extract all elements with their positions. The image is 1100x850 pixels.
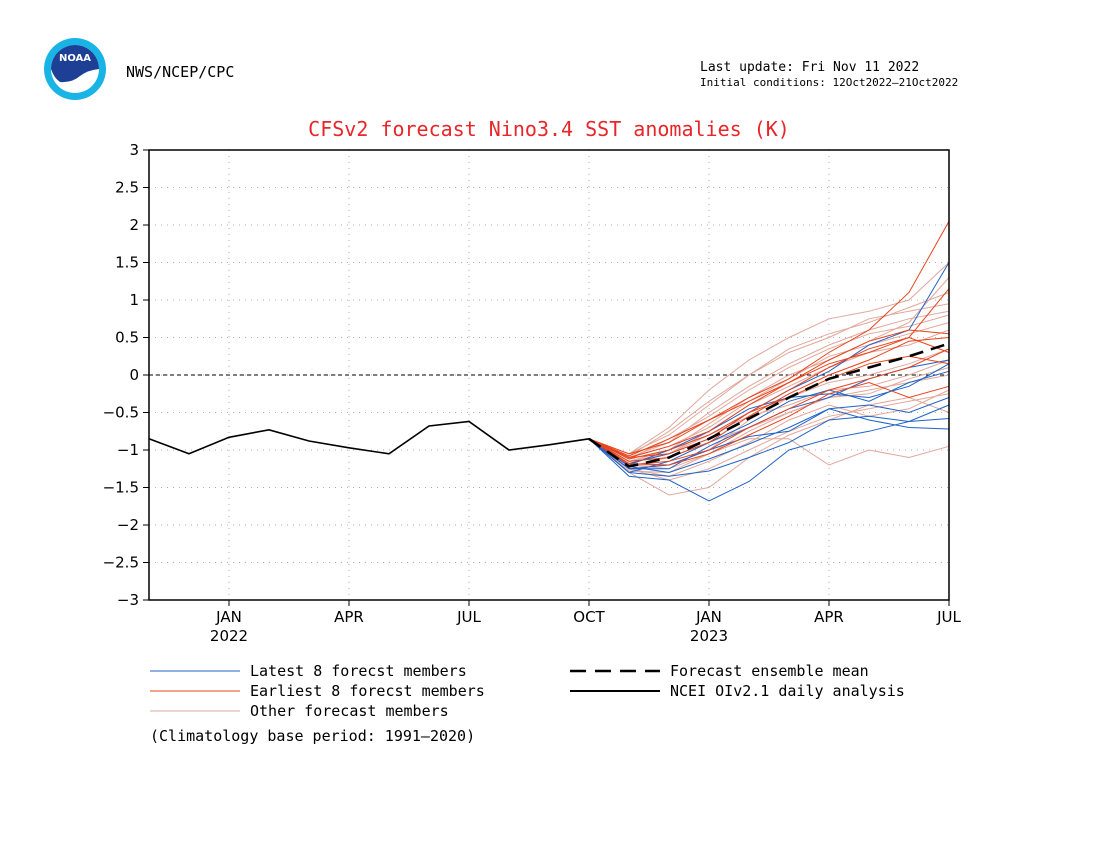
forecast-member-latest-line <box>588 262 950 465</box>
plot-frame <box>148 149 950 601</box>
y-tick-label: −1 <box>117 441 139 459</box>
climatology-footnote: (Climatology base period: 1991–2020) <box>150 727 475 745</box>
y-tick-label: −2 <box>117 516 139 534</box>
forecast-member-earliest-line <box>588 336 950 460</box>
y-tick-label: −1.5 <box>103 479 139 497</box>
x-tick-label: APR <box>334 608 364 626</box>
legend: Latest 8 forecst members Earliest 8 fore… <box>150 662 905 745</box>
y-tick-label: 3 <box>129 141 139 159</box>
last-update: Last update: Fri Nov 11 2022 <box>700 60 919 75</box>
forecast-members <box>148 221 950 502</box>
forecast-member-latest-line <box>588 404 950 502</box>
forecast-member-earliest-line <box>588 381 950 466</box>
ensemble-mean-line <box>588 342 950 468</box>
legend-label-observed: NCEI OIv2.1 daily analysis <box>670 682 905 700</box>
observed-analysis-line <box>148 420 590 455</box>
y-axis-ticks: 3 2.5 2 1.5 1 0.5 0 −0.5 −1 −1.5 −2 −2.5 −3 <box>103 141 149 609</box>
x-tick-label: JUL <box>936 608 961 626</box>
y-tick-label: −2.5 <box>103 554 139 572</box>
y-tick-label: 0.5 <box>115 329 139 347</box>
forecast-member-earliest-line <box>588 355 950 459</box>
chart-title: CFSv2 forecast Nino3.4 SST anomalies (K) <box>308 117 790 141</box>
noaa-logo-sky <box>51 45 99 83</box>
forecast-member-earliest-line <box>588 329 950 457</box>
forecast-member-other-line <box>588 396 950 496</box>
y-tick-label: 1 <box>129 291 139 309</box>
forecast-member-other-line <box>588 314 950 460</box>
x-tick-label: JUL <box>456 608 481 626</box>
y-tick-label: 2 <box>129 216 139 234</box>
forecast-member-earliest-line <box>588 337 950 462</box>
x-tick-year: 2023 <box>690 627 728 645</box>
y-tick-label: −0.5 <box>103 404 139 422</box>
x-tick-year: 2022 <box>210 627 248 645</box>
legend-label-earliest: Earliest 8 forecst members <box>250 682 485 700</box>
forecast-member-earliest-line <box>588 221 950 455</box>
forecast-member-latest-line <box>588 397 950 474</box>
x-tick-label: JAN <box>695 608 722 626</box>
forecast-member-other-line <box>588 262 950 455</box>
y-tick-label: −3 <box>117 591 139 609</box>
forecast-member-other-line <box>588 389 950 477</box>
forecast-member-other-line <box>588 367 950 474</box>
forecast-member-other-line <box>588 310 950 459</box>
x-tick-label: OCT <box>573 608 605 626</box>
y-tick-label: 1.5 <box>115 254 139 272</box>
forecast-member-other-line <box>588 329 950 465</box>
noaa-logo: NOAA <box>44 38 106 100</box>
y-tick-label: 0 <box>129 366 139 384</box>
legend-label-mean: Forecast ensemble mean <box>670 662 869 680</box>
agency-label: NWS/NCEP/CPC <box>126 63 234 81</box>
forecast-member-other-line <box>588 303 950 457</box>
forecast-member-other-line <box>588 292 950 455</box>
y-tick-label: 2.5 <box>115 179 139 197</box>
legend-label-latest: Latest 8 forecst members <box>250 662 467 680</box>
legend-label-other: Other forecast members <box>250 702 449 720</box>
x-tick-label: APR <box>814 608 844 626</box>
initial-conditions: Initial conditions: 12Oct2022–21Oct2022 <box>700 76 958 89</box>
forecast-member-earliest-line <box>588 288 950 459</box>
noaa-logo-text: NOAA <box>59 53 91 64</box>
x-tick-label: JAN <box>215 608 242 626</box>
forecast-member-latest-line <box>588 370 950 474</box>
forecast-member-latest-line <box>588 415 950 477</box>
